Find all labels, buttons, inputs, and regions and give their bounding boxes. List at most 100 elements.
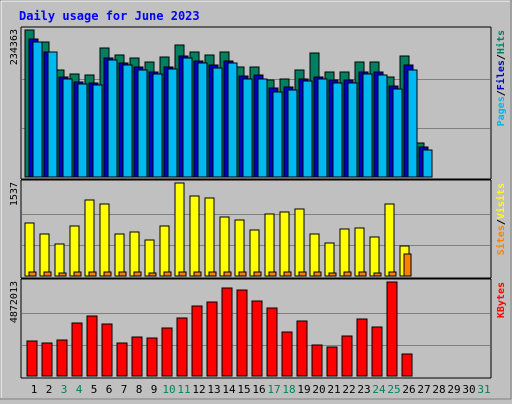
chart-title: Daily usage for June 2023 (19, 9, 200, 23)
hits-pages-files-panel-bar-pages (392, 88, 403, 178)
x-tick-label: 25 (387, 383, 400, 396)
x-tick-label: 17 (267, 383, 280, 396)
visits-sites-panel-bar-sites (358, 271, 367, 277)
kbytes-panel-bar-kbytes (161, 327, 173, 377)
visits-sites-panel-bar-sites (403, 253, 412, 277)
visits-sites-panel-bar-sites (133, 271, 142, 277)
kbytes-panel-bar-kbytes (41, 342, 53, 377)
visits-sites-panel-bar-sites (118, 271, 127, 277)
kbytes-panel-bar-kbytes (251, 300, 263, 377)
x-tick-label: 18 (282, 383, 295, 396)
legend-entry: Hits (495, 30, 507, 54)
legend-entry: / (496, 219, 507, 225)
x-tick-label: 7 (121, 383, 128, 396)
visits-sites-panel-bar-visits (249, 229, 260, 277)
visits-sites-panel-bar-sites (313, 271, 322, 277)
x-tick-label: 31 (477, 383, 490, 396)
hits-pages-files-panel-bar-pages (122, 64, 133, 178)
x-tick-label: 1 (31, 383, 38, 396)
hits-pages-files-panel-bar-pages (32, 41, 43, 178)
hits-pages-files-panel-bar-pages (407, 69, 418, 178)
kbytes-panel-bar-kbytes (401, 353, 413, 377)
visits-sites-panel-bar-visits (99, 203, 110, 277)
x-tick-label: 24 (372, 383, 386, 396)
visits-sites-panel-bar-sites (283, 271, 292, 277)
visits-sites-panel-bar-sites (223, 271, 232, 277)
visits-sites-panel-bar-visits (54, 243, 65, 277)
hits-pages-files-panel-bar-pages (287, 89, 298, 178)
visits-sites-panel-bar-visits (354, 227, 365, 277)
visits-sites-panel-bar-visits (324, 242, 335, 277)
visits-sites-panel-bar-visits (219, 216, 230, 277)
visits-sites-panel-bar-visits (279, 211, 290, 277)
x-tick-label: 10 (162, 383, 175, 396)
hits-pages-files-panel-bar-pages (92, 84, 103, 178)
visits-sites-panel-bar-sites (388, 271, 397, 277)
visits-sites-panel-bar-visits (309, 233, 320, 277)
hits-pages-files-panel-bar-pages (152, 73, 163, 178)
x-tick-label: 12 (192, 383, 205, 396)
visits-sites-panel-bar-sites (178, 271, 187, 277)
visits-sites-panel-bar-visits (144, 239, 155, 277)
kbytes-panel-bar-kbytes (341, 335, 353, 377)
visits-sites-panel-bar-sites (253, 271, 262, 277)
kbytes-panel-bar-kbytes (221, 287, 233, 377)
visits-sites-panel-bar-visits (294, 208, 305, 277)
kbytes-panel-bar-kbytes (206, 301, 218, 377)
kbytes-panel-bar-kbytes (236, 289, 248, 377)
legend-entry: Sites (495, 225, 507, 255)
hits-pages-files-panel-bar-pages (47, 51, 58, 178)
x-tick-label: 6 (106, 383, 113, 396)
x-tick-label: 22 (342, 383, 355, 396)
visits-sites-panel-bar-sites (298, 271, 307, 277)
x-tick-label: 15 (237, 383, 250, 396)
kbytes-panel-bar-kbytes (86, 315, 98, 377)
x-tick-label: 8 (136, 383, 143, 396)
hits-pages-files-panel-legend: Pages/Files/Hits (495, 30, 507, 126)
hits-pages-files-panel-bar-pages (347, 82, 358, 178)
legend-entry: Pages (496, 96, 507, 126)
visits-sites-panel-bar-sites (103, 271, 112, 277)
kbytes-panel-bar-kbytes (116, 342, 128, 377)
hits-pages-files-panel-bar-pages (137, 69, 148, 178)
kbytes-panel-bar-kbytes (131, 336, 143, 377)
kbytes-panel-bar-kbytes (56, 339, 68, 377)
visits-sites-panel-bar-visits (234, 219, 245, 277)
visits-sites-panel-bar-visits (264, 213, 275, 277)
x-tick-label: 9 (151, 383, 158, 396)
x-tick-label: 26 (402, 383, 415, 396)
visits-sites-panel-bar-sites (238, 271, 247, 277)
kbytes-panel-bar-kbytes (191, 305, 203, 377)
visits-sites-panel-bar-visits (204, 197, 215, 277)
kbytes-panel-legend: KBytes (496, 282, 507, 318)
visits-sites-panel-bar-visits (339, 228, 350, 277)
hits-pages-files-panel-bar-pages (242, 78, 253, 178)
x-tick-label: 16 (252, 383, 265, 396)
visits-sites-panel-bar-sites (148, 272, 157, 277)
hits-pages-files-panel-bar-pages (182, 57, 193, 178)
visits-sites-panel-bar-visits (114, 233, 125, 277)
x-tick-label: 27 (417, 383, 430, 396)
visits-sites-panel-bar-visits (24, 222, 35, 277)
hits-pages-files-panel-bar-pages (332, 82, 343, 178)
x-tick-label: 30 (462, 383, 475, 396)
hits-pages-files-panel-bar-pages (317, 78, 328, 178)
visits-sites-panel-bar-sites (28, 271, 37, 277)
hits-pages-files-panel-bar-pages (422, 149, 433, 178)
hits-pages-files-panel-ymax-label: 234363 (9, 29, 20, 65)
visits-sites-panel-bar-sites (88, 271, 97, 277)
x-tick-label: 14 (222, 383, 236, 396)
legend-entry: KBytes (496, 282, 507, 318)
kbytes-panel-bar-kbytes (371, 326, 383, 377)
visits-sites-panel-bar-visits (69, 225, 80, 277)
kbytes-panel-bar-kbytes (296, 320, 308, 377)
kbytes-panel-bar-kbytes (26, 340, 38, 377)
hits-pages-files-panel-bar-pages (362, 73, 373, 178)
x-tick-label: 21 (327, 383, 340, 396)
x-tick-label: 5 (91, 383, 98, 396)
x-tick-label: 29 (447, 383, 460, 396)
legend-entry: Files (495, 60, 507, 90)
visits-sites-panel-bar-visits (159, 225, 170, 277)
visits-sites-panel-bar-sites (373, 272, 382, 277)
